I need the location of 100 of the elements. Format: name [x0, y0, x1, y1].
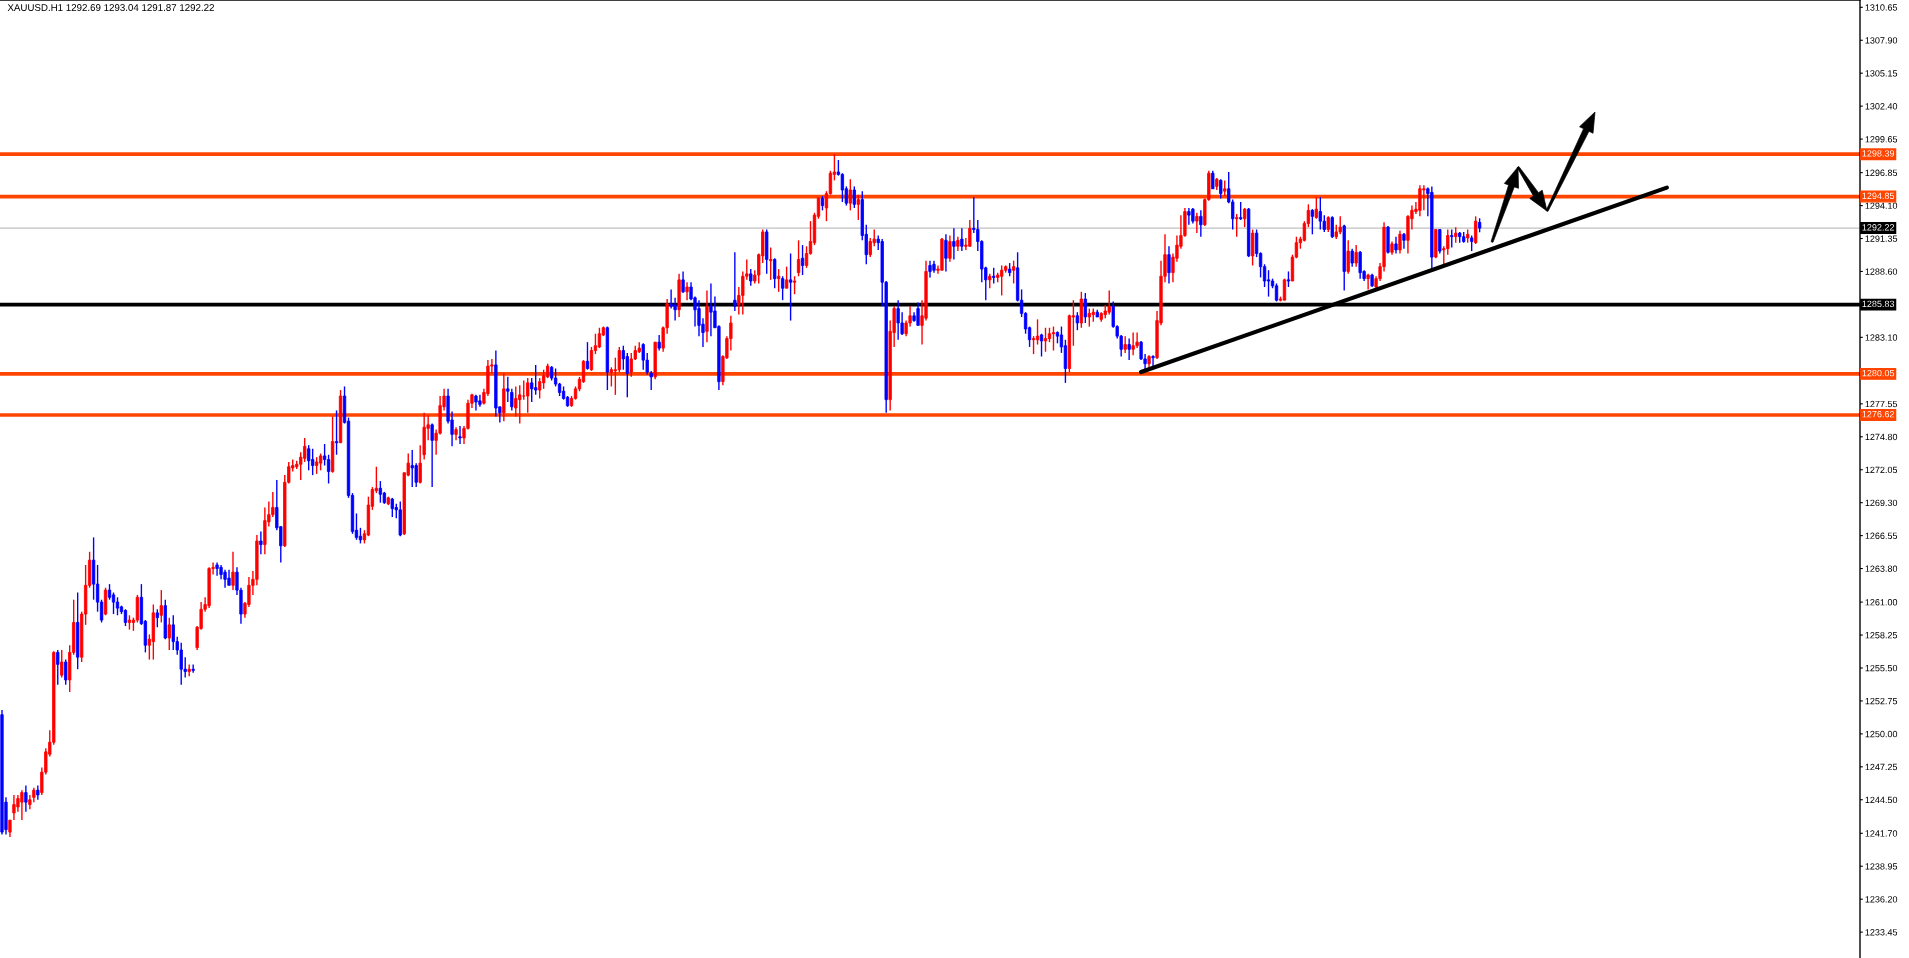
candlestick [1242, 207, 1247, 228]
candlestick [1000, 264, 1004, 297]
y-tick-label: 1296.85 [1865, 169, 1898, 176]
candlestick [800, 244, 805, 276]
candlestick [968, 219, 972, 247]
y-tick-label: 1244.50 [1865, 796, 1898, 804]
candlestick [609, 366, 614, 388]
ref-line-label: 1298.39 [1862, 150, 1895, 157]
candlestick [91, 536, 96, 601]
candlestick [685, 281, 689, 301]
candlestick [796, 239, 801, 277]
candlestick [1330, 215, 1334, 239]
candlestick [1083, 292, 1087, 324]
candlestick [1318, 196, 1322, 231]
candlestick [518, 384, 522, 425]
candlestick [1250, 228, 1255, 267]
y-tick-label: 1238.95 [1865, 863, 1898, 870]
candlestick [64, 658, 68, 686]
candlestick [430, 422, 434, 488]
candlestick [1358, 250, 1362, 280]
candlestick [311, 448, 315, 476]
candlestick [804, 245, 809, 269]
candlestick [534, 364, 538, 396]
candlestick [159, 589, 163, 624]
candlestick [1011, 259, 1016, 285]
candlestick [378, 480, 383, 504]
candlestick [259, 530, 263, 555]
y-tick-label: 1291.35 [1865, 235, 1898, 242]
candlestick [171, 614, 175, 651]
y-tick-label: 1241.70 [1865, 830, 1898, 837]
candlestick [1035, 318, 1040, 346]
candlestick [868, 237, 872, 258]
candlestick [1314, 196, 1318, 220]
candlestick [410, 449, 414, 488]
candlestick [952, 227, 956, 261]
candlestick [641, 342, 645, 371]
y-tick-label: 1252.75 [1865, 697, 1898, 705]
candlestick [135, 594, 140, 624]
candlestick [1107, 289, 1111, 316]
candlestick [1366, 273, 1370, 291]
candlestick [458, 425, 462, 445]
candlestick [733, 251, 737, 312]
y-tick-label: 1266.55 [1865, 532, 1898, 539]
candlestick [1043, 327, 1048, 353]
candlestick [231, 551, 235, 591]
candlestick [709, 282, 713, 337]
candlestick [1167, 245, 1171, 285]
candlestick [1346, 239, 1350, 275]
candlestick [769, 246, 773, 281]
candlestick [788, 252, 793, 322]
candlestick [167, 616, 171, 651]
candlestick [1266, 269, 1271, 298]
candlestick [20, 789, 24, 821]
candlestick [1151, 354, 1155, 367]
candlestick [56, 649, 60, 686]
candlestick [1418, 184, 1422, 218]
candlestick [1195, 212, 1199, 234]
candlestick [1422, 184, 1426, 212]
candlestick [1079, 291, 1083, 329]
candlestick [187, 663, 191, 678]
y-tick-label: 1310.65 [1865, 4, 1898, 11]
candlestick [36, 784, 40, 801]
ref-line-label: 1292.22 [1862, 224, 1895, 231]
candlestick [589, 346, 594, 372]
y-tick-label: 1302.40 [1865, 103, 1898, 110]
candlestick [111, 591, 116, 615]
y-tick-label: 1283.10 [1865, 334, 1898, 341]
candlestick [502, 372, 506, 422]
candlestick [896, 299, 900, 341]
y-tick-label: 1250.00 [1865, 730, 1898, 738]
candlestick [307, 444, 311, 472]
candlestick [621, 345, 625, 371]
candlestick [948, 234, 952, 263]
candlestick [856, 194, 860, 221]
candlestick [542, 368, 546, 390]
candlestick [326, 454, 331, 485]
candlestick [1051, 325, 1056, 352]
candlestick [784, 265, 789, 289]
y-tick-label: 1307.90 [1865, 37, 1898, 44]
candlestick [1199, 209, 1203, 238]
y-tick-label: 1299.65 [1865, 136, 1898, 143]
candlestick [1127, 337, 1131, 361]
y-tick-label: 1258.25 [1865, 632, 1898, 639]
y-tick-label: 1294.10 [1865, 202, 1898, 209]
ref-line-label: 1285.83 [1862, 300, 1895, 308]
ref-line-label: 1294.85 [1862, 192, 1895, 200]
candlestick [103, 587, 108, 616]
candlestick [1446, 228, 1450, 256]
y-tick-label: 1269.30 [1865, 499, 1898, 507]
candlestick [1354, 244, 1358, 268]
candlestick [334, 409, 339, 456]
candlestick [1398, 230, 1402, 255]
candlestick [1310, 208, 1315, 236]
candlestick [777, 268, 781, 293]
candlestick [1131, 331, 1135, 357]
y-tick-label: 1255.50 [1865, 664, 1898, 672]
candlestick [303, 437, 307, 463]
y-tick-label: 1233.45 [1865, 929, 1898, 936]
ref-line-label: 1276.62 [1862, 411, 1895, 418]
candlestick [1474, 215, 1478, 245]
